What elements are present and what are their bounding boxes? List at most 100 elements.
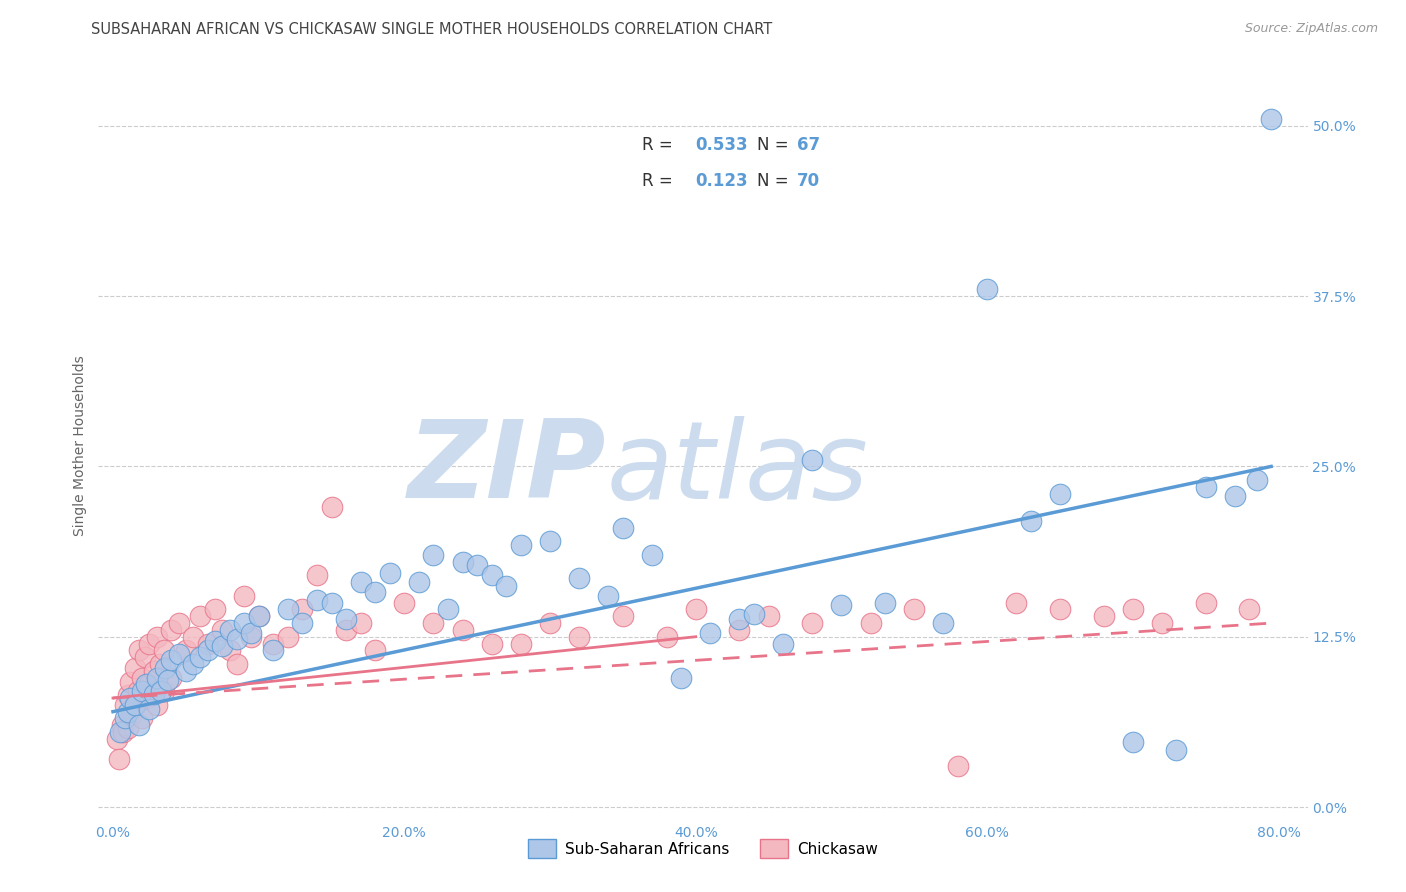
- Point: [240, 630, 263, 644]
- Y-axis label: Single Mother Households: Single Mother Households: [73, 356, 87, 536]
- Point: [641, 548, 664, 562]
- Point: [240, 625, 263, 640]
- Point: [262, 636, 284, 650]
- Point: [685, 602, 707, 616]
- Point: [1166, 743, 1188, 757]
- Point: [422, 616, 444, 631]
- Point: [1239, 602, 1261, 616]
- Point: [1223, 490, 1246, 504]
- Point: [157, 673, 180, 688]
- Point: [211, 640, 233, 654]
- Text: 67: 67: [797, 136, 820, 154]
- Text: N =: N =: [758, 136, 794, 154]
- Point: [121, 707, 143, 722]
- Point: [976, 282, 998, 296]
- Point: [728, 623, 751, 637]
- Point: [131, 684, 153, 698]
- Point: [568, 571, 591, 585]
- Text: R =: R =: [643, 172, 678, 190]
- Point: [875, 596, 897, 610]
- Point: [225, 657, 247, 671]
- Point: [946, 759, 969, 773]
- Point: [149, 657, 172, 671]
- Point: [142, 687, 165, 701]
- Point: [568, 630, 591, 644]
- Point: [1122, 602, 1144, 616]
- Legend: Sub-Saharan Africans, Chickasaw: Sub-Saharan Africans, Chickasaw: [520, 831, 886, 865]
- Point: [233, 589, 256, 603]
- Point: [801, 616, 824, 631]
- Point: [197, 643, 219, 657]
- Point: [669, 671, 692, 685]
- Point: [110, 725, 132, 739]
- Point: [1194, 596, 1216, 610]
- Point: [801, 452, 824, 467]
- Point: [481, 568, 503, 582]
- Point: [167, 648, 190, 662]
- Point: [128, 643, 150, 657]
- Point: [277, 602, 299, 616]
- Point: [197, 636, 219, 650]
- Point: [742, 607, 765, 621]
- Text: 0.123: 0.123: [696, 172, 748, 190]
- Point: [350, 616, 373, 631]
- Point: [1005, 596, 1028, 610]
- Point: [120, 674, 142, 689]
- Point: [127, 684, 149, 698]
- Point: [218, 643, 240, 657]
- Point: [364, 584, 387, 599]
- Point: [160, 653, 183, 667]
- Point: [117, 705, 139, 719]
- Point: [114, 698, 136, 712]
- Point: [138, 677, 160, 691]
- Point: [321, 500, 343, 515]
- Point: [277, 630, 299, 644]
- Point: [291, 602, 314, 616]
- Point: [305, 568, 328, 582]
- Point: [509, 538, 531, 552]
- Point: [155, 661, 177, 675]
- Point: [655, 630, 678, 644]
- Point: [138, 702, 160, 716]
- Point: [204, 633, 226, 648]
- Point: [112, 725, 135, 739]
- Point: [1246, 473, 1268, 487]
- Point: [142, 664, 165, 678]
- Point: [495, 579, 517, 593]
- Point: [145, 630, 167, 644]
- Point: [465, 558, 488, 572]
- Point: [538, 534, 561, 549]
- Point: [167, 616, 190, 631]
- Point: [181, 630, 204, 644]
- Point: [233, 616, 256, 631]
- Point: [451, 555, 474, 569]
- Point: [134, 650, 156, 665]
- Point: [138, 636, 160, 650]
- Point: [394, 596, 416, 610]
- Point: [728, 612, 751, 626]
- Point: [1049, 486, 1071, 500]
- Text: N =: N =: [758, 172, 794, 190]
- Point: [124, 661, 146, 675]
- Point: [135, 677, 157, 691]
- Point: [204, 602, 226, 616]
- Text: SUBSAHARAN AFRICAN VS CHICKASAW SINGLE MOTHER HOUSEHOLDS CORRELATION CHART: SUBSAHARAN AFRICAN VS CHICKASAW SINGLE M…: [91, 22, 773, 37]
- Point: [335, 612, 357, 626]
- Point: [108, 752, 131, 766]
- Point: [1092, 609, 1115, 624]
- Point: [120, 691, 142, 706]
- Point: [408, 575, 430, 590]
- Point: [830, 599, 852, 613]
- Point: [131, 671, 153, 685]
- Point: [1049, 602, 1071, 616]
- Point: [218, 623, 240, 637]
- Point: [422, 548, 444, 562]
- Point: [1150, 616, 1173, 631]
- Point: [1260, 112, 1282, 126]
- Point: [612, 609, 634, 624]
- Point: [211, 623, 233, 637]
- Point: [190, 650, 212, 665]
- Point: [509, 636, 531, 650]
- Point: [932, 616, 955, 631]
- Point: [150, 684, 173, 698]
